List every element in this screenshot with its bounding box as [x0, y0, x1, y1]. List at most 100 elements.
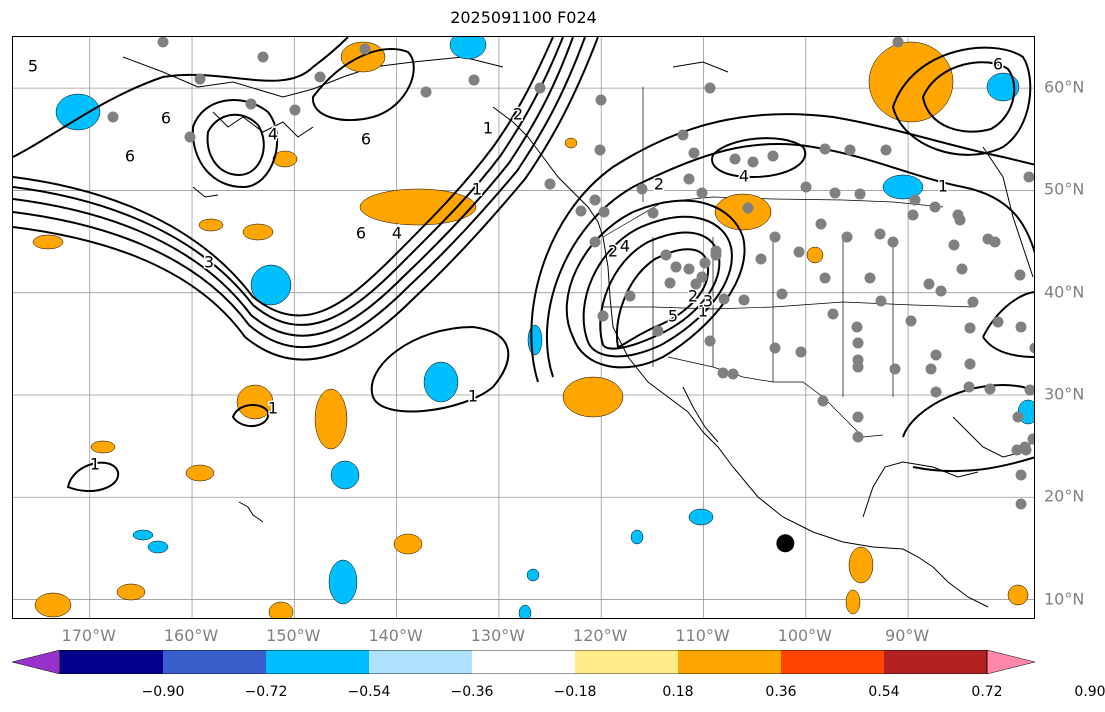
station-dot	[852, 411, 864, 423]
contour-label: 6	[125, 147, 135, 166]
station-dot	[677, 129, 689, 141]
station-dot	[1015, 469, 1027, 481]
colorbar-segment	[575, 650, 679, 674]
station-dot	[1024, 384, 1034, 396]
station-dot	[257, 51, 269, 63]
station-dot	[1023, 171, 1034, 183]
station-dot	[544, 178, 556, 190]
contour-label: 6	[361, 130, 371, 149]
station-dot	[575, 205, 587, 217]
station-dot	[967, 296, 979, 308]
station-dot	[683, 173, 695, 185]
station-dot	[1020, 444, 1032, 456]
contour-label: 3	[703, 292, 713, 311]
station-dot	[589, 194, 601, 206]
lat-tick-label: 30°N	[1044, 384, 1085, 404]
station-dot	[595, 94, 607, 106]
station-dot	[652, 325, 664, 337]
colorbar-tick-label: −0.90	[141, 684, 185, 700]
colorbar-tick-label: −0.18	[553, 684, 597, 700]
station-dot	[699, 257, 711, 269]
station-dot	[819, 143, 831, 155]
station-dot	[829, 187, 841, 199]
station-dot	[597, 310, 609, 322]
colorbar-tick-label: 0.36	[765, 684, 797, 700]
station-dot	[696, 187, 708, 199]
station-dot	[589, 236, 601, 248]
station-dot	[852, 337, 864, 349]
station-dot	[989, 236, 1001, 248]
contour-label: 6	[993, 55, 1003, 74]
colorbar-segment	[163, 650, 267, 674]
station-dot	[636, 183, 648, 195]
lat-tick-label: 40°N	[1044, 282, 1085, 302]
contour-label: 1	[268, 399, 278, 418]
station-dot	[729, 153, 741, 165]
station-dot	[742, 202, 754, 214]
colorbar-segment	[781, 650, 885, 674]
station-dot	[660, 249, 672, 261]
station-dot	[956, 263, 968, 275]
station-dot	[963, 381, 975, 393]
station-dot	[727, 368, 739, 380]
station-dot	[827, 308, 839, 320]
lon-tick-label: 170°W	[61, 626, 116, 645]
station-dot	[841, 231, 853, 243]
station-dot	[755, 253, 767, 265]
contour-label: 1	[472, 180, 482, 199]
station-dot	[314, 71, 326, 83]
lat-tick-label: 50°N	[1044, 179, 1085, 199]
lat-tick-label: 20°N	[1044, 486, 1085, 506]
station-dot	[887, 236, 899, 248]
station-dot	[624, 290, 636, 302]
colorbar-segment	[369, 650, 473, 674]
contour-label: 1	[698, 302, 708, 321]
colorbar-lower-extend	[12, 650, 61, 674]
station-dot	[964, 358, 976, 370]
station-dot	[718, 293, 730, 305]
lon-tick-label: 130°W	[470, 626, 526, 645]
station-dot	[1012, 411, 1024, 423]
station-dot	[664, 277, 676, 289]
lat-tick-label: 10°N	[1044, 589, 1085, 609]
station-dot	[717, 367, 729, 379]
contour-label: 2	[654, 175, 664, 194]
colorbar	[12, 650, 1035, 674]
station-dot	[880, 144, 892, 156]
lon-tick-label: 150°W	[266, 626, 321, 645]
station-dot	[647, 207, 659, 219]
colorbar-tick-label: 0.72	[971, 684, 1003, 700]
colorbar-tick-label: −0.54	[347, 684, 391, 700]
contour-label: 5	[28, 57, 38, 76]
station-dot	[815, 218, 827, 230]
station-dot	[534, 82, 546, 94]
lon-tick-label: 100°W	[777, 626, 832, 645]
contour-label: 1	[938, 177, 948, 196]
station-dot	[892, 37, 904, 48]
station-dot	[909, 194, 921, 206]
station-dots	[107, 37, 1034, 510]
lon-tick-label: 110°W	[675, 626, 730, 645]
station-dot	[747, 156, 759, 168]
station-dot	[800, 181, 812, 193]
station-dot	[420, 86, 432, 98]
contour-label: 4	[620, 237, 630, 256]
station-dot	[738, 294, 750, 306]
station-dot	[1011, 444, 1023, 456]
colorbar-segment	[60, 650, 164, 674]
station-dot	[468, 74, 480, 86]
station-dot	[923, 278, 935, 290]
contour-label: 2	[513, 105, 523, 124]
station-dot	[930, 386, 942, 398]
contour-label: 4	[739, 167, 749, 186]
contour-label: 1	[468, 387, 478, 406]
contour-label: 1	[483, 119, 493, 138]
contour-label: 3	[204, 253, 214, 272]
station-dot	[795, 346, 807, 358]
colorbar-tick-label: 0.18	[662, 684, 694, 700]
station-dot	[935, 285, 947, 297]
station-dot	[289, 104, 301, 116]
contour-label: 2	[688, 287, 698, 306]
station-dot	[245, 98, 257, 110]
